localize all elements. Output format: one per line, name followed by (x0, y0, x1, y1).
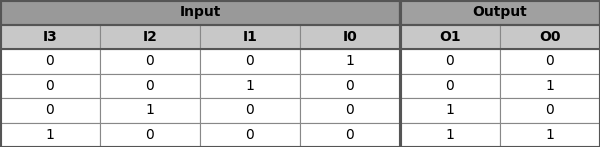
Bar (300, 25, 400, 49)
Text: 1: 1 (245, 79, 254, 93)
Text: 0: 0 (446, 54, 454, 68)
Text: O0: O0 (539, 30, 561, 44)
Bar (400, 98, 500, 122)
Text: 0: 0 (346, 79, 355, 93)
Text: 0: 0 (245, 54, 254, 68)
Bar (100, 49, 200, 74)
Text: 1: 1 (545, 128, 554, 142)
Bar (300, 74, 400, 98)
Bar (300, 49, 400, 74)
Bar (200, 49, 300, 74)
Bar (200, 98, 300, 122)
Bar (400, 74, 500, 98)
Bar (0, 25, 100, 49)
Bar (400, 122, 500, 147)
Text: Output: Output (473, 5, 527, 19)
Text: 0: 0 (346, 103, 355, 117)
Bar (500, 74, 600, 98)
Bar (500, 49, 600, 74)
Bar (200, 74, 300, 98)
Bar (300, 122, 400, 147)
Bar (500, 122, 600, 147)
Bar (500, 98, 600, 122)
Text: 0: 0 (46, 54, 55, 68)
Bar (0, 122, 100, 147)
Bar (400, 49, 500, 74)
Text: 0: 0 (146, 54, 154, 68)
Bar (300, 98, 400, 122)
Bar (100, 98, 200, 122)
Bar (100, 122, 200, 147)
Bar (0, 49, 100, 74)
Bar (100, 25, 200, 49)
Text: 0: 0 (46, 79, 55, 93)
Text: 1: 1 (346, 54, 355, 68)
Text: 1: 1 (545, 79, 554, 93)
Bar (0, 74, 100, 98)
Text: O1: O1 (439, 30, 461, 44)
Text: 0: 0 (146, 128, 154, 142)
Bar (200, 122, 300, 147)
Text: I0: I0 (343, 30, 358, 44)
Bar (500, 25, 600, 49)
Text: 0: 0 (446, 79, 454, 93)
Text: 0: 0 (545, 103, 554, 117)
Bar (100, 74, 200, 98)
Text: 1: 1 (46, 128, 55, 142)
Bar (400, 0, 600, 25)
Text: 0: 0 (545, 54, 554, 68)
Bar (200, 25, 300, 49)
Text: 1: 1 (446, 103, 454, 117)
Text: 1: 1 (146, 103, 154, 117)
Bar (0, 98, 100, 122)
Text: 0: 0 (346, 128, 355, 142)
Text: I1: I1 (242, 30, 257, 44)
Text: I2: I2 (143, 30, 157, 44)
Text: Input: Input (179, 5, 221, 19)
Text: 1: 1 (446, 128, 454, 142)
Text: 0: 0 (245, 128, 254, 142)
Bar (400, 25, 500, 49)
Text: 0: 0 (245, 103, 254, 117)
Text: 0: 0 (46, 103, 55, 117)
Text: 0: 0 (146, 79, 154, 93)
Bar (0, 0, 400, 25)
Text: I3: I3 (43, 30, 58, 44)
